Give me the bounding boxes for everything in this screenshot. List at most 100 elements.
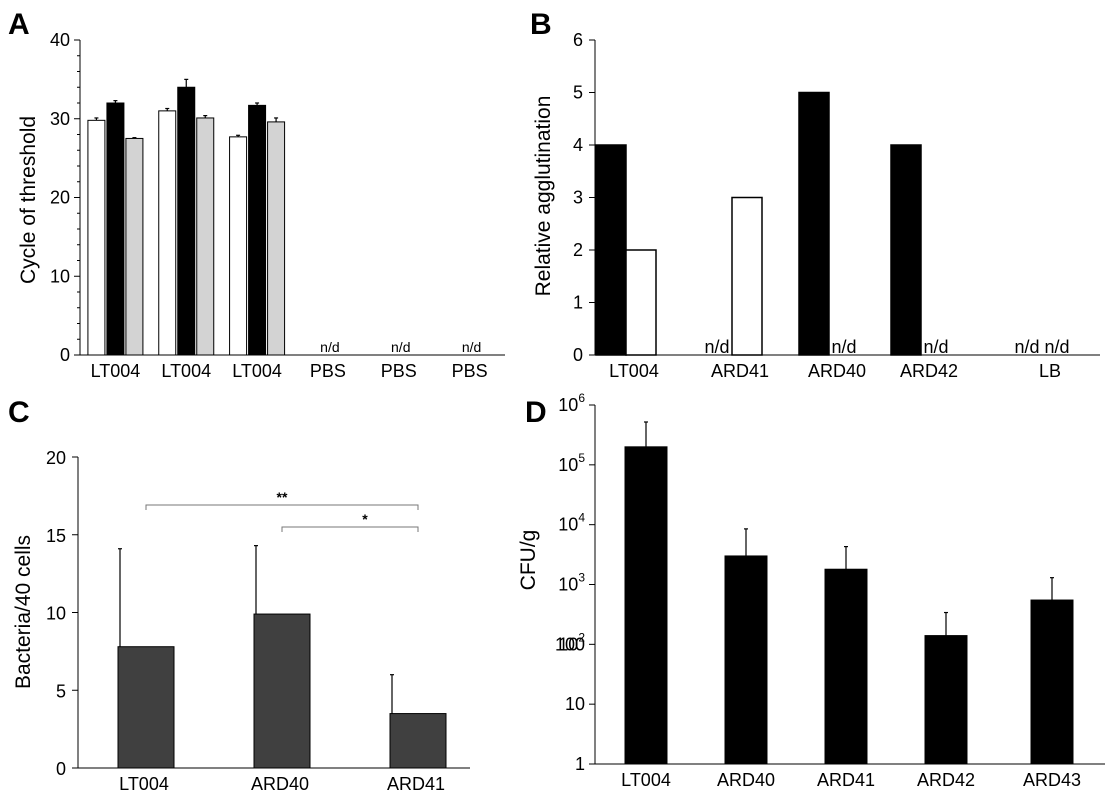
panel-a-y-tick-label: 30	[50, 109, 70, 129]
panel-a-bar	[229, 136, 248, 356]
panel-b: B Relative agglutination 0 1 2 3 4 5 6 LT004 AR…	[530, 8, 1100, 381]
panel-a-ylabel: Cycle of threshold	[17, 116, 40, 284]
panel-d-tick-exponent: 5	[578, 451, 585, 465]
panel-a-nd-label: n/d	[462, 339, 481, 355]
panel-c-y-tick-label: 15	[46, 526, 66, 546]
panel-a-nd-label: n/d	[320, 339, 339, 355]
panel-b-bars	[595, 91, 922, 356]
panel-a-y-tick-label: 20	[50, 188, 70, 208]
panel-c-y-tick-label: 20	[46, 448, 66, 468]
panel-b-axes: 0 1 2 3 4 5 6	[573, 30, 1100, 365]
panel-a-category-label: LT004	[161, 361, 211, 381]
panel-a-category-label: PBS	[381, 361, 417, 381]
panel-letter-b: B	[530, 8, 552, 41]
panel-b-nd-label: n/d	[923, 337, 948, 357]
panel-c-labels: LT004 ARD40 ARD41***	[119, 489, 445, 794]
panel-a-y-tick-label: 40	[50, 30, 70, 50]
panel-b-bar	[625, 249, 657, 356]
panel-d-tick-base: 10	[558, 515, 578, 535]
panel-d-category-label: ARD42	[917, 770, 975, 790]
panel-b-y-tick-label: 3	[573, 188, 583, 208]
panel-d-category-label: LT004	[621, 770, 671, 790]
panel-a-bar	[196, 117, 215, 356]
panel-c-significance-label: **	[277, 489, 288, 505]
panel-a-bar	[106, 102, 125, 356]
panel-c-category-label: ARD40	[251, 774, 309, 794]
panel-a-category-label: LT004	[232, 361, 282, 381]
panel-c-y-tick-label: 0	[56, 759, 66, 779]
panel-c-bracket-line	[281, 526, 419, 532]
panel-d-tick-base: 10	[558, 455, 578, 475]
panel-d-category-label: ARD41	[817, 770, 875, 790]
panel-a-bars	[87, 78, 286, 356]
panel-c-bar	[389, 713, 447, 769]
panel-c-y-tick-label: 5	[56, 681, 66, 701]
panel-d-category-label: ARD43	[1023, 770, 1081, 790]
panel-c-bars	[117, 545, 447, 769]
panel-a-bar	[248, 104, 267, 356]
panel-d-y-tick-label: 100	[555, 634, 585, 654]
panel-b-y-tick-label: 6	[573, 30, 583, 50]
panel-b-category-label: LT004	[609, 361, 659, 381]
panel-d-bar	[824, 568, 868, 765]
panel-b-y-tick-label: 2	[573, 240, 583, 260]
panel-b-category-label: ARD41	[711, 361, 769, 381]
panel-a-axes: 0 10 20 30 40	[50, 30, 505, 365]
panel-d-ylabel: CFU/g	[517, 530, 540, 591]
panel-b-ylabel: Relative agglutination	[532, 96, 555, 297]
panel-a-bar	[87, 119, 106, 356]
panel-b-y-tick-label: 5	[573, 83, 583, 103]
panel-d-y-tick-label: 1	[575, 754, 585, 774]
panel-c-significance-bracket: **	[145, 489, 419, 510]
panel-a-category-label: PBS	[452, 361, 488, 381]
panel-d-tick-base: 10	[558, 395, 578, 415]
panel-d-tick-base: 10	[558, 634, 578, 654]
panel-b-nd-label: n/d	[1014, 337, 1039, 357]
panel-d-y-tick-label-power: 106	[558, 391, 585, 415]
panel-d-category-label: ARD40	[717, 770, 775, 790]
panel-d-tick-base: 10	[558, 575, 578, 595]
panel-d-y-tick-label-power: 105	[558, 451, 585, 475]
panel-d-bar	[624, 446, 668, 765]
panel-b-bar	[731, 196, 763, 356]
panel-c: C Bacteria/40 cells 0 5 10 15 20 LT004 ARD40 A…	[8, 396, 470, 794]
panel-c-category-label: ARD41	[387, 774, 445, 794]
panel-c-bracket-line	[145, 504, 419, 510]
panel-a-bar	[267, 121, 286, 356]
panel-c-ylabel: Bacteria/40 cells	[12, 535, 35, 689]
panel-b-category-label: LB	[1039, 361, 1061, 381]
panel-a-bar	[158, 110, 177, 356]
panel-c-y-tick-label: 10	[46, 604, 66, 624]
panel-a-y-tick-label: 10	[50, 266, 70, 286]
panel-d-tick-exponent: 2	[578, 630, 585, 644]
panel-b-bar	[890, 144, 922, 356]
panel-d-y-tick-label: 10	[565, 694, 585, 714]
panel-d-y-tick-label-power: 103	[558, 571, 585, 595]
panel-a-nd-label: n/d	[391, 339, 410, 355]
panel-b-y-tick-label: 1	[573, 293, 583, 313]
panel-b-category-label: ARD42	[900, 361, 958, 381]
panel-a-bar	[177, 86, 196, 356]
panel-d-bar	[724, 555, 768, 765]
panel-letter-d: D	[525, 396, 547, 429]
panel-letter-a: A	[8, 8, 30, 41]
panel-b-category-label: ARD40	[808, 361, 866, 381]
panel-d-labels: LT004 ARD40 ARD41 ARD42 ARD43	[621, 770, 1081, 790]
panel-b-y-tick-label: 4	[573, 135, 583, 155]
panel-a-category-label: LT004	[91, 361, 141, 381]
panel-d-tick-exponent: 4	[578, 511, 585, 525]
panel-d-tick-exponent: 6	[578, 391, 585, 405]
panel-c-significance-bracket: *	[281, 511, 419, 532]
panel-d-bars	[624, 421, 1074, 765]
panel-letter-c: C	[8, 396, 30, 429]
panel-b-bar	[798, 91, 830, 356]
panel-a-category-label: PBS	[310, 361, 346, 381]
panel-b-nd-label: n/d	[1044, 337, 1069, 357]
panel-a-bar	[125, 137, 144, 356]
panel-b-nd-label: n/d	[831, 337, 856, 357]
panel-c-bar	[117, 646, 175, 769]
